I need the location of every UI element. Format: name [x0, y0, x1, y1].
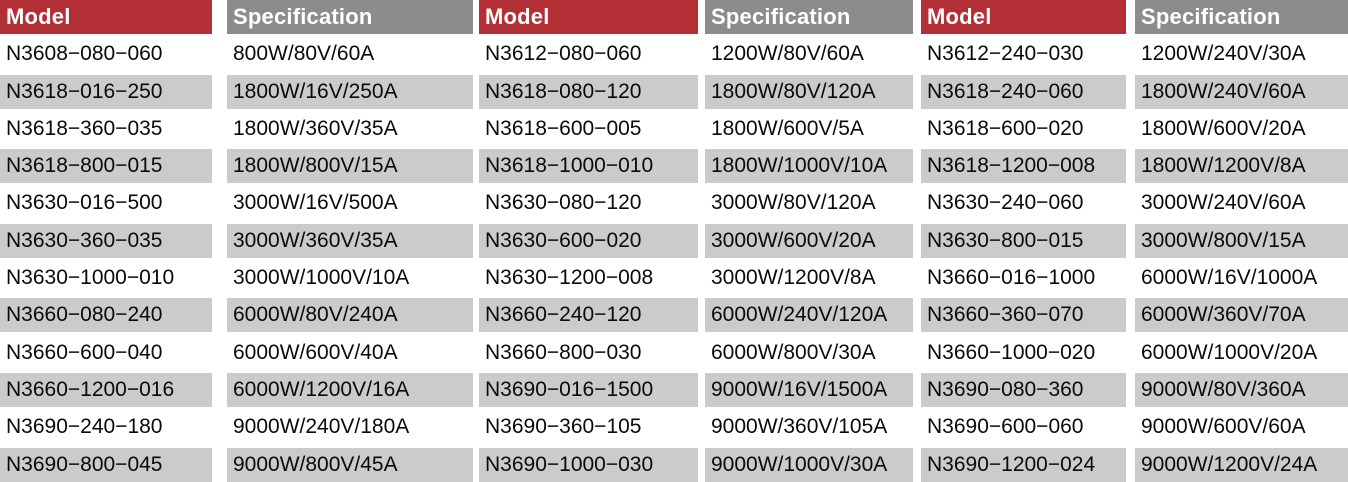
model-cell: N3630−1200−008 [479, 261, 698, 296]
spec-cell: 9000W/800V/45A [227, 447, 473, 482]
model-cell: N3690−016−1500 [479, 372, 698, 407]
model-header-3: Model [921, 0, 1126, 34]
model-cell: N3612−240−030 [921, 37, 1126, 72]
spec-cell: 3000W/800V/15A [1135, 223, 1348, 258]
model-cell: N3612−080−060 [479, 37, 698, 72]
model-cell: N3618−080−120 [479, 74, 698, 109]
spec-cell: 1800W/800V/15A [227, 149, 473, 184]
model-cell: N3618−600−020 [921, 111, 1126, 146]
model-cell: N3630−1000−010 [0, 261, 212, 296]
spec-cell: 6000W/360V/70A [1135, 298, 1348, 333]
model-cell: N3690−1200−024 [921, 447, 1126, 482]
spec-cell: 1800W/80V/120A [705, 74, 913, 109]
model-cell: N3690−800−045 [0, 447, 212, 482]
model-cell: N3660−240−120 [479, 298, 698, 333]
model-header-1: Model [0, 0, 212, 34]
spec-cell: 3000W/16V/500A [227, 186, 473, 221]
model-cell: N3618−600−005 [479, 111, 698, 146]
model-cell: N3690−240−180 [0, 410, 212, 445]
model-cell: N3618−1200−008 [921, 149, 1126, 184]
specification-header-2: Specification [705, 0, 913, 34]
spec-cell: 9000W/240V/180A [227, 410, 473, 445]
spec-cell: 1800W/1200V/8A [1135, 149, 1348, 184]
spec-cell: 9000W/16V/1500A [705, 372, 913, 407]
model-header-2: Model [479, 0, 698, 34]
spec-cell: 6000W/80V/240A [227, 298, 473, 333]
model-cell: N3690−080−360 [921, 372, 1126, 407]
model-cell: N3660−016−1000 [921, 261, 1126, 296]
spec-cell: 800W/80V/60A [227, 37, 473, 72]
specification-header-3: Specification [1135, 0, 1348, 34]
spec-cell: 1200W/240V/30A [1135, 37, 1348, 72]
model-cell: N3630−240−060 [921, 186, 1126, 221]
spec-cell: 6000W/240V/120A [705, 298, 913, 333]
specification-header-1: Specification [227, 0, 473, 34]
spec-cell: 1800W/1000V/10A [705, 149, 913, 184]
spec-cell: 3000W/360V/35A [227, 223, 473, 258]
spec-cell: 3000W/80V/120A [705, 186, 913, 221]
spec-cell: 1800W/16V/250A [227, 74, 473, 109]
model-cell: N3630−800−015 [921, 223, 1126, 258]
spec-cell: 3000W/240V/60A [1135, 186, 1348, 221]
spec-cell: 6000W/1000V/20A [1135, 335, 1348, 370]
model-cell: N3660−1000−020 [921, 335, 1126, 370]
spec-cell: 6000W/600V/40A [227, 335, 473, 370]
spec-cell: 9000W/1200V/24A [1135, 447, 1348, 482]
spec-cell: 9000W/600V/60A [1135, 410, 1348, 445]
model-cell: N3618−240−060 [921, 74, 1126, 109]
model-cell: N3660−800−030 [479, 335, 698, 370]
spec-cell: 1800W/600V/20A [1135, 111, 1348, 146]
spec-cell: 9000W/80V/360A [1135, 372, 1348, 407]
model-cell: N3618−016−250 [0, 74, 212, 109]
model-cell: N3660−360−070 [921, 298, 1126, 333]
spec-cell: 3000W/1200V/8A [705, 261, 913, 296]
model-cell: N3690−1000−030 [479, 447, 698, 482]
model-cell: N3618−1000−010 [479, 149, 698, 184]
spec-cell: 9000W/1000V/30A [705, 447, 913, 482]
spec-cell: 1800W/240V/60A [1135, 74, 1348, 109]
model-cell: N3618−800−015 [0, 149, 212, 184]
model-cell: N3618−360−035 [0, 111, 212, 146]
spec-cell: 6000W/16V/1000A [1135, 261, 1348, 296]
model-cell: N3660−080−240 [0, 298, 212, 333]
spec-cell: 1800W/360V/35A [227, 111, 473, 146]
model-cell: N3630−080−120 [479, 186, 698, 221]
model-cell: N3690−360−105 [479, 410, 698, 445]
model-cell: N3690−600−060 [921, 410, 1126, 445]
model-cell: N3630−016−500 [0, 186, 212, 221]
model-cell: N3630−600−020 [479, 223, 698, 258]
spec-cell: 1200W/80V/60A [705, 37, 913, 72]
spec-cell: 6000W/1200V/16A [227, 372, 473, 407]
model-cell: N3660−600−040 [0, 335, 212, 370]
spec-cell: 1800W/600V/5A [705, 111, 913, 146]
model-cell: N3630−360−035 [0, 223, 212, 258]
spec-cell: 3000W/600V/20A [705, 223, 913, 258]
model-cell: N3660−1200−016 [0, 372, 212, 407]
spec-cell: 9000W/360V/105A [705, 410, 913, 445]
model-cell: N3608−080−060 [0, 37, 212, 72]
spec-cell: 3000W/1000V/10A [227, 261, 473, 296]
spec-cell: 6000W/800V/30A [705, 335, 913, 370]
